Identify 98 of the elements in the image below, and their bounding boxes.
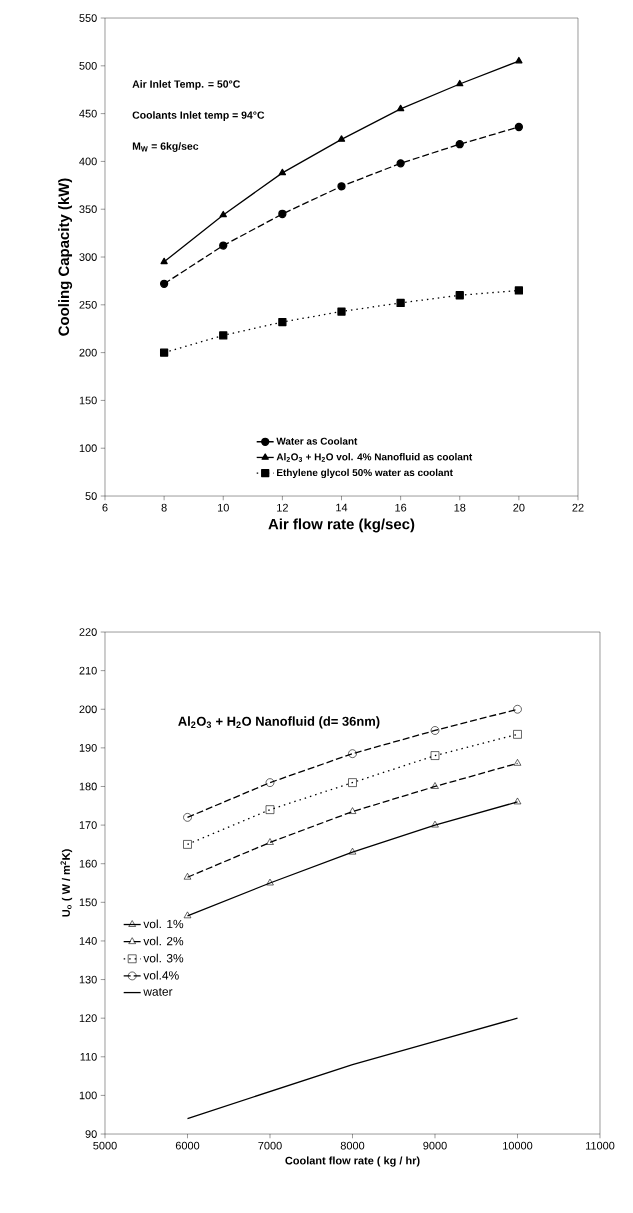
y-tick-label: 120 xyxy=(79,1014,97,1023)
point xyxy=(159,348,169,357)
y-tick-label: 100 xyxy=(79,444,97,453)
point xyxy=(266,878,274,886)
point xyxy=(515,56,523,64)
point xyxy=(430,726,440,735)
x-tick-label: 10 xyxy=(217,503,229,512)
y-tick-label: 110 xyxy=(80,1052,97,1061)
legend-label: vol. 2% xyxy=(143,936,184,946)
point xyxy=(455,140,464,149)
y-tick-label: 150 xyxy=(79,396,97,405)
legend-label: vol. 1% xyxy=(143,919,184,929)
legend-label: vol. 3% xyxy=(143,953,184,963)
y-axis-title: Cooling Capacity (kW) xyxy=(58,178,73,336)
point xyxy=(278,209,287,219)
legend-label: water xyxy=(143,987,173,996)
point xyxy=(160,257,168,265)
x-tick-label: 16 xyxy=(395,503,407,512)
y-tick-label: 200 xyxy=(79,348,97,357)
x-tick-label: 6000 xyxy=(175,1141,200,1150)
x-axis-title: Coolant flow rate ( kg / hr) xyxy=(285,1156,420,1167)
y-tick-label: 50 xyxy=(85,492,97,500)
point xyxy=(278,168,287,176)
y-tick-label: 450 xyxy=(79,109,97,118)
x-tick-label: 20 xyxy=(513,503,525,512)
point xyxy=(159,279,169,288)
y-tick-label: 160 xyxy=(79,859,97,868)
y-tick-label: 100 xyxy=(79,1091,97,1100)
annotation: M$_{W}$ = 6kg/sec xyxy=(132,142,199,152)
y-tick-label: 190 xyxy=(79,744,97,752)
point xyxy=(219,210,227,218)
point xyxy=(183,911,192,919)
point xyxy=(348,778,357,787)
y-tick-label: 400 xyxy=(79,157,97,166)
point xyxy=(430,751,440,760)
point xyxy=(514,122,524,132)
y-tick-label: 300 xyxy=(79,253,97,261)
y-tick-label: 90 xyxy=(85,1130,97,1138)
point xyxy=(431,782,439,789)
x-tick-label: 22 xyxy=(572,503,584,512)
x-tick-label: 18 xyxy=(454,503,466,512)
x-tick-label: 6 xyxy=(102,503,108,512)
y-axis-title: U$_{o}$ ( W / m$^{2}$K) xyxy=(60,849,73,917)
y-tick-label: 130 xyxy=(79,975,97,984)
annotation: Coolants Inlet temp = 94°C xyxy=(132,111,265,121)
point xyxy=(337,135,346,142)
point xyxy=(396,298,405,308)
y-tick-label: 550 xyxy=(79,14,97,22)
point xyxy=(265,778,275,787)
point xyxy=(514,286,524,295)
point xyxy=(513,704,522,714)
x-tick-label: 14 xyxy=(336,503,348,512)
x-tick-label: 8 xyxy=(161,503,167,512)
point xyxy=(455,291,464,300)
point xyxy=(513,730,522,739)
x-tick-label: 12 xyxy=(277,503,288,512)
point xyxy=(183,813,192,822)
legend-label: Water as Coolant xyxy=(276,437,358,445)
annotation: Air Inlet Temp. = 50°C xyxy=(132,80,241,90)
legend-label: Al$_{2}$O$_{3}$ + H$_{2}$O vol. 4% Nanofluid as coolant xyxy=(276,453,473,462)
point xyxy=(183,840,192,849)
y-tick-label: 500 xyxy=(79,61,97,70)
x-tick-label: 9000 xyxy=(423,1141,447,1150)
x-tick-label: 8000 xyxy=(340,1141,365,1150)
y-tick-label: 350 xyxy=(79,205,97,214)
point xyxy=(396,104,405,112)
x-tick-label: 10000 xyxy=(503,1141,533,1150)
point xyxy=(183,872,192,880)
point xyxy=(266,838,274,845)
point xyxy=(431,820,439,828)
y-tick-label: 180 xyxy=(79,782,97,791)
point xyxy=(348,807,357,814)
y-tick-label: 220 xyxy=(79,628,97,636)
y-tick-label: 170 xyxy=(79,821,97,829)
x-tick-label: 5000 xyxy=(93,1141,117,1150)
point xyxy=(219,241,228,250)
y-tick-label: 140 xyxy=(79,937,97,945)
point xyxy=(513,759,522,766)
point xyxy=(278,317,287,327)
point xyxy=(265,805,275,814)
point xyxy=(348,847,357,855)
point xyxy=(513,797,522,805)
annotation: Al$_{2}$O$_{3}$ + H$_{2}$O Nanofluid (d= 36nm) xyxy=(178,716,380,729)
legend-label: vol.4% xyxy=(143,970,179,980)
point xyxy=(396,159,405,168)
y-tick-label: 210 xyxy=(79,666,97,675)
point xyxy=(337,307,346,316)
y-tick-label: 200 xyxy=(79,705,97,714)
x-axis-title: Air flow rate (kg/sec) xyxy=(268,518,415,533)
y-tick-label: 150 xyxy=(79,898,97,907)
x-tick-label: 11000 xyxy=(585,1141,615,1150)
point xyxy=(337,182,346,191)
x-tick-label: 7000 xyxy=(258,1141,282,1150)
point xyxy=(348,749,357,758)
point xyxy=(219,331,228,340)
point xyxy=(456,79,464,87)
legend-label: Ethylene glycol 50% water as coolant xyxy=(277,468,453,479)
y-tick-label: 250 xyxy=(79,300,97,309)
